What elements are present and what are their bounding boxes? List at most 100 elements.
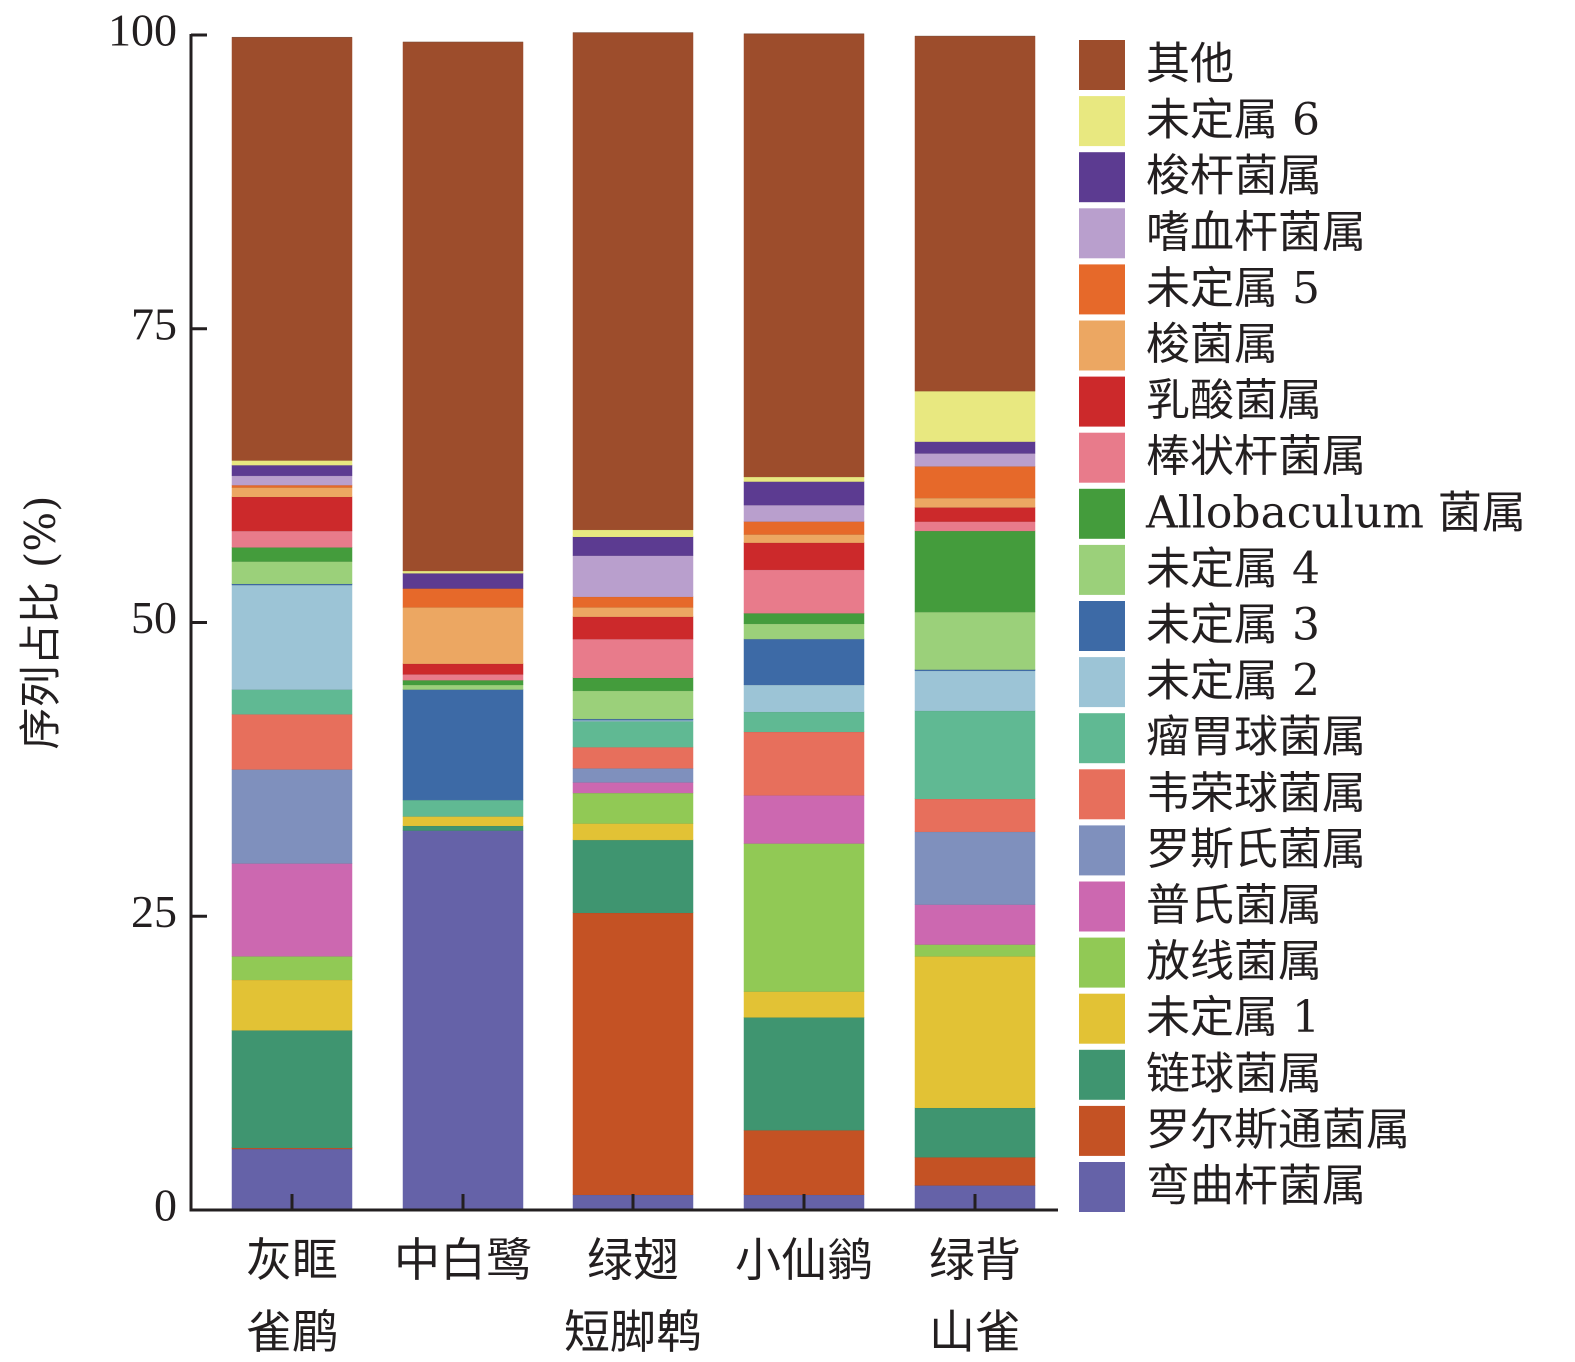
legend-swatch [1079,825,1125,876]
bar-segment [743,542,865,570]
bar-segment [743,711,865,733]
bar-segment [572,690,694,720]
legend-swatch [1079,937,1125,988]
legend-swatch [1079,320,1125,371]
legend-label: 梭菌属 [1146,319,1278,370]
legend-swatch [1079,1105,1125,1156]
bar-segment [231,584,353,690]
bar-segment [572,677,694,691]
bar-segment [572,839,694,913]
bar-segment [914,507,1036,522]
bar-segment [572,912,694,1195]
x-tick-label: 绿背山雀 [929,1233,1021,1359]
legend-item: 嗜血杆菌属 [1079,207,1366,259]
legend-item: 其他 [1079,39,1234,90]
legend-item: 棒状杆菌属 [1079,431,1366,483]
legend-label: 未定属 6 [1146,95,1320,146]
bar-segment [231,37,353,461]
bars-group [231,32,1036,1211]
legend-swatch [1079,152,1125,203]
bar-segment [914,904,1036,945]
legend-swatch [1079,96,1125,147]
bar-segment [231,955,353,980]
legend-item: 罗尔斯通菌属 [1079,1104,1410,1156]
y-tick-label: 100 [108,5,177,56]
legend-item: 放线菌属 [1079,936,1322,988]
legend-item: 瘤胃球菌属 [1079,712,1366,764]
legend-label: 未定属 4 [1146,543,1320,594]
bar-segment [231,769,353,864]
legend-item: 未定属 3 [1079,600,1320,651]
bar-segment [743,1017,865,1131]
bar-segment [402,606,524,664]
legend-item: 梭杆菌属 [1079,151,1322,203]
legend-swatch [1079,601,1125,651]
bar-segment [572,782,694,794]
legend-item: 罗斯氏菌属 [1079,824,1366,876]
legend-label: 乳酸菌属 [1146,375,1322,426]
bar-segment [231,713,353,770]
legend-swatch [1079,40,1125,90]
legend-swatch [1079,713,1125,764]
legend-label: Allobaculum 菌属 [1145,487,1526,538]
legend-label: 未定属 1 [1146,992,1320,1043]
legend-swatch [1079,881,1125,932]
legend-label: 嗜血杆菌属 [1146,207,1366,258]
bar-segment [231,689,353,715]
legend-swatch [1079,993,1125,1044]
x-tick-label: 中白鹭 [394,1233,532,1287]
bar-segment [743,731,865,796]
bar-segment [572,536,694,556]
legend-swatch [1079,208,1125,259]
legend-item: 普氏菌属 [1079,880,1322,932]
legend-swatch [1079,1049,1125,1100]
bar-segment [402,799,524,817]
bar-segment [572,606,694,617]
legend-swatch [1079,1162,1125,1212]
bar-segment [743,623,865,640]
legend-swatch [1079,264,1125,315]
bar-segment [743,504,865,522]
bar-segment [914,944,1036,957]
bar-segment [402,684,524,690]
bar-segment [572,792,694,824]
bar-segment [914,710,1036,799]
y-ticks-group: 0 25 50 75 100 [108,5,207,1231]
bar-segment [572,616,694,640]
legend-swatch [1079,769,1125,820]
bar-segment [231,464,353,476]
bar-segment [572,746,694,769]
legend-label: 未定属 5 [1146,263,1320,314]
legend-item: 未定属 1 [1079,992,1320,1044]
bar-segment [743,33,865,478]
y-tick-label: 25 [131,886,177,937]
legend-swatch [1079,488,1125,539]
bar-segment [743,991,865,1018]
legend-item: 未定属 6 [1079,95,1320,147]
legend-label: 未定属 3 [1146,600,1320,651]
bar-segment [402,572,524,589]
legend-label: 弯曲杆菌属 [1146,1161,1366,1212]
legend-swatch [1079,544,1125,595]
bar-segment [914,521,1036,532]
bar-segment [402,689,524,801]
x-tick-label-line: 山雀 [929,1305,1021,1359]
bar-segment [572,638,694,678]
x-tick-label-line: 小仙鹟 [735,1233,873,1287]
y-tick-label: 50 [131,592,177,643]
bar-segment [914,453,1036,467]
bar-segment [743,684,865,713]
legend-label: 罗尔斯通菌属 [1146,1104,1410,1155]
bar-segment [914,670,1036,711]
bar-segment [402,41,524,572]
legend-item: 梭菌属 [1079,319,1278,371]
bar-segment [572,720,694,748]
bar-segment [231,547,353,562]
legend-label: 普氏菌属 [1146,880,1322,931]
bar-segment [743,569,865,614]
bar-segment [402,588,524,608]
legend-item: 链球菌属 [1079,1048,1322,1100]
